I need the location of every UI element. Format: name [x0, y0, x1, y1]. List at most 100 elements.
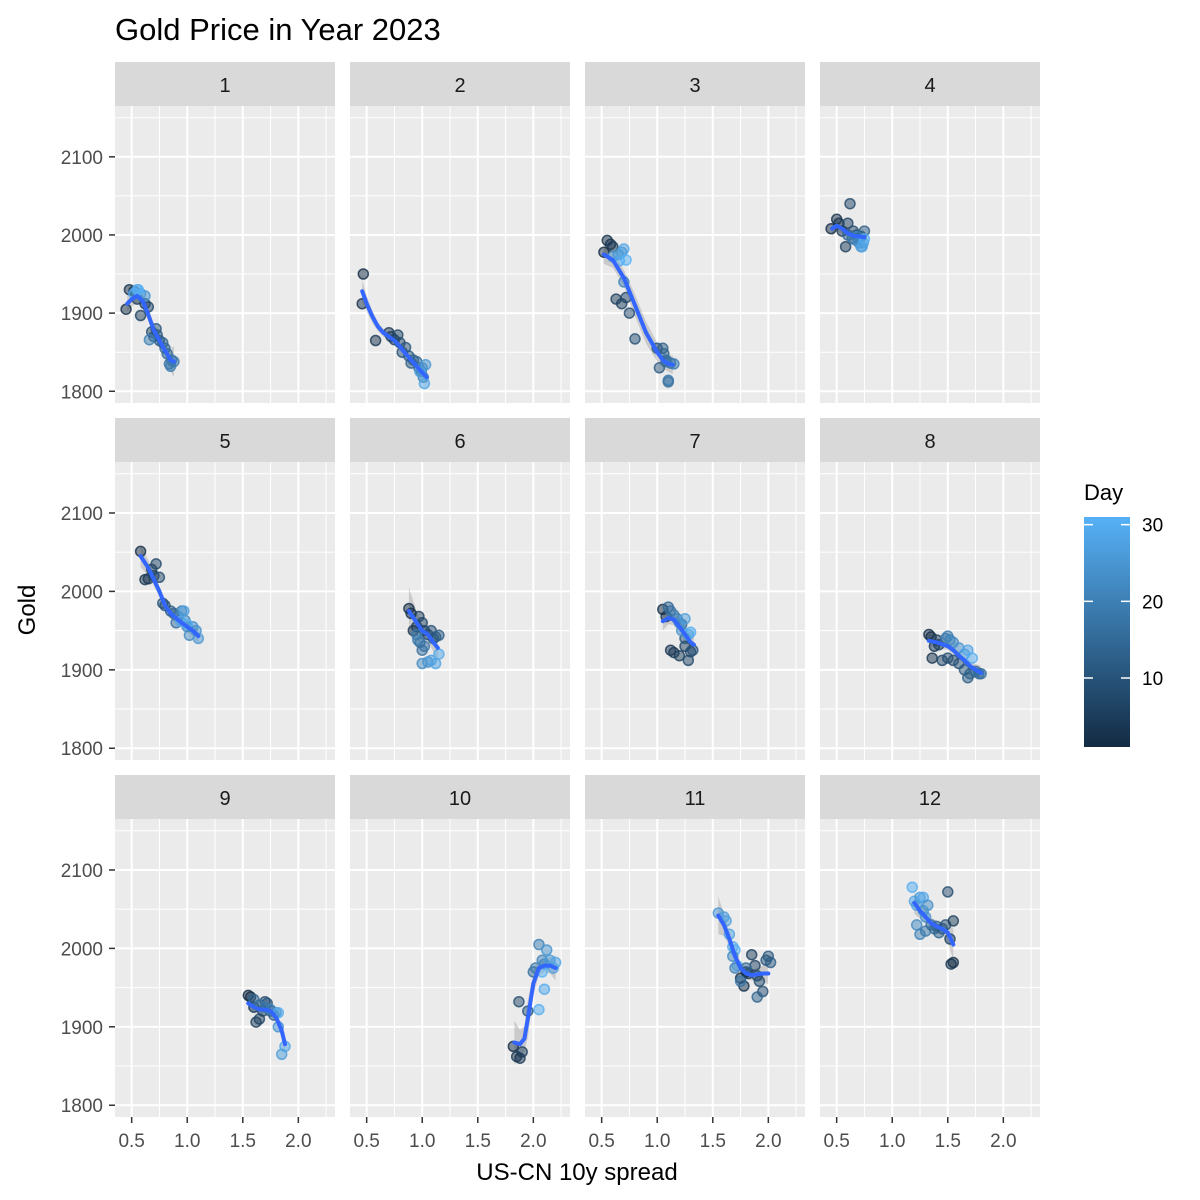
- facet-panel-5: 5: [115, 418, 335, 760]
- legend-tick-label: 20: [1142, 592, 1163, 613]
- data-point: [673, 649, 686, 662]
- legend-title: Day: [1084, 480, 1123, 505]
- data-point: [687, 644, 699, 656]
- x-axis: 0.5 1.0 1.5 2.0 0.5 1.0 1.5 2.0 0.5 1.0 1.5 2.0 0.5 1…: [118, 1117, 1017, 1152]
- data-point: [620, 254, 632, 266]
- smooth-line: [716, 913, 771, 978]
- data-point: [947, 915, 960, 927]
- facet-panel-1: 1: [115, 62, 335, 403]
- data-point: [679, 613, 691, 625]
- smooth-line: [912, 900, 956, 947]
- x-tick-label: 2.0: [755, 1131, 781, 1152]
- facet-strip: [820, 775, 1040, 819]
- data-point: [533, 1003, 545, 1016]
- color-legend: Day 10 20 30: [1084, 480, 1163, 747]
- data-point: [412, 634, 424, 646]
- panel-background: [350, 462, 570, 760]
- data-point: [429, 657, 442, 670]
- smooth-line: [601, 252, 675, 367]
- data-point: [120, 303, 132, 315]
- facet-strip: [115, 62, 335, 106]
- smooth-line: [246, 1001, 287, 1047]
- data-point: [433, 648, 445, 660]
- data-point: [533, 938, 545, 951]
- x-tick-label: 1.5: [465, 1131, 491, 1152]
- facet-strip-label: 6: [454, 431, 465, 453]
- facet-strip-label: 8: [924, 431, 935, 453]
- data-point: [540, 944, 553, 956]
- data-point: [629, 333, 641, 345]
- data-point: [150, 558, 162, 570]
- smooth-line: [138, 554, 201, 639]
- facet-strip-label: 9: [219, 788, 230, 810]
- data-point: [745, 948, 758, 961]
- facet-panel-8: 8: [820, 418, 1040, 760]
- facet-strip: [350, 775, 570, 819]
- x-tick-label: 0.5: [118, 1131, 144, 1152]
- data-point: [143, 333, 156, 346]
- x-axis-label: US-CN 10y spread: [476, 1159, 677, 1186]
- panel-background: [820, 106, 1040, 403]
- x-tick-label: 1.0: [879, 1131, 905, 1152]
- y-tick-label: 1900: [61, 661, 103, 682]
- data-point: [369, 334, 382, 347]
- smooth-line: [125, 293, 176, 364]
- y-tick-label: 2100: [61, 504, 103, 525]
- data-point: [418, 377, 431, 390]
- smooth-line: [360, 289, 429, 380]
- smooth-line: [406, 609, 440, 650]
- facet-strip-label: 2: [454, 75, 465, 97]
- y-tick-label: 1800: [61, 1096, 103, 1117]
- x-tick-label: 1.5: [700, 1131, 726, 1152]
- facet-strip: [115, 418, 335, 462]
- y-tick-label: 1900: [61, 304, 103, 325]
- data-point: [942, 886, 954, 898]
- legend-colorbar: [1084, 517, 1130, 747]
- legend-tick-label: 30: [1142, 516, 1163, 537]
- y-tick-label: 2000: [61, 939, 103, 960]
- x-tick-label: 0.5: [353, 1131, 379, 1152]
- data-point: [966, 652, 978, 664]
- facet-strip: [585, 62, 805, 106]
- facet-strip: [820, 418, 1040, 462]
- facet-strip: [585, 418, 805, 462]
- panel-background: [820, 462, 1040, 760]
- facet-strip: [350, 418, 570, 462]
- data-point: [922, 899, 934, 912]
- data-point: [764, 956, 777, 969]
- y-tick-label: 2000: [61, 582, 103, 603]
- facet-panel-4: 4: [820, 62, 1040, 403]
- panel-background: [585, 462, 805, 760]
- facet-panel-10: 10: [350, 775, 570, 1117]
- x-tick-label: 1.0: [409, 1131, 435, 1152]
- data-point: [538, 983, 551, 995]
- facet-strip-label: 12: [919, 788, 941, 810]
- x-tick-label: 1.5: [230, 1131, 256, 1152]
- data-point: [906, 881, 918, 893]
- facet-strip: [115, 775, 335, 819]
- x-tick-label: 1.0: [644, 1131, 670, 1152]
- facet-strip-label: 10: [449, 788, 471, 810]
- data-point: [513, 995, 525, 1008]
- facet-strip: [820, 62, 1040, 106]
- facet-strip-label: 11: [685, 788, 706, 810]
- smooth-line: [512, 963, 558, 1047]
- data-point: [926, 652, 938, 664]
- facet-panel-7: 7: [585, 418, 805, 760]
- chart-title: Gold Price in Year 2023: [115, 12, 441, 47]
- data-point: [947, 956, 960, 969]
- y-tick-label: 2100: [61, 148, 103, 169]
- panel-background: [115, 106, 335, 403]
- facet-strip-label: 5: [219, 431, 230, 453]
- y-tick-label: 1800: [61, 739, 103, 760]
- data-point: [839, 240, 852, 253]
- data-point: [516, 1046, 528, 1058]
- data-point: [662, 374, 675, 387]
- x-tick-label: 0.5: [823, 1131, 849, 1152]
- smooth-line: [660, 616, 696, 647]
- smooth-line: [926, 638, 984, 675]
- x-tick-label: 2.0: [285, 1131, 311, 1152]
- x-tick-label: 2.0: [990, 1131, 1016, 1152]
- panel-background: [115, 462, 335, 760]
